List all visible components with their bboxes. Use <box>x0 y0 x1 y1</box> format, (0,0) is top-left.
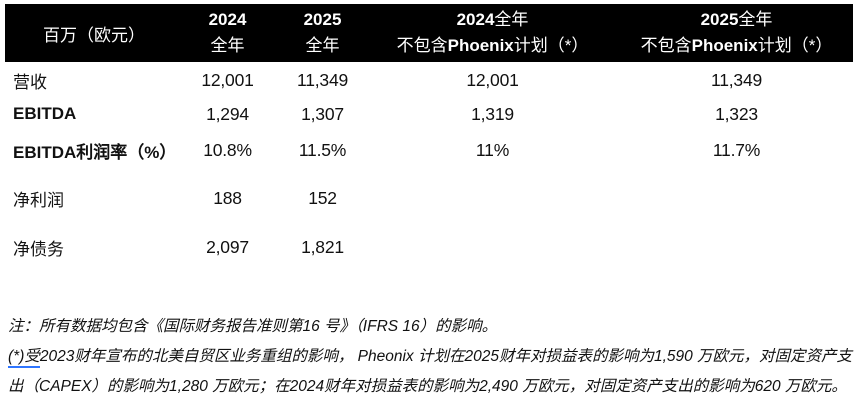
row-label-ebitda-margin: EBITDA利润率（%） <box>13 142 177 162</box>
row-label-net-debt: 净债务 <box>13 239 64 259</box>
header-col-2024-excl-phoenix: 2024全年 不包含Phoenix计划（*） <box>365 7 620 59</box>
revenue-2025: 11,349 <box>296 69 349 90</box>
header-2024-excl-line1: 2024全年 <box>456 10 529 29</box>
row-label-revenue: 营收 <box>13 72 47 92</box>
note-phoenix-body: 2023财年宣布的北美自贸区业务重组的影响， Pheonix 计划在2025财年… <box>8 348 853 395</box>
unit-label-text: 百万（欧元） <box>43 25 145 45</box>
note-phoenix: (*)受2023财年宣布的北美自贸区业务重组的影响， Pheonix 计划在20… <box>8 342 854 402</box>
revenue-2024-excl: 12,001 <box>466 69 519 90</box>
net-debt-2024: 2,097 <box>206 236 249 257</box>
ebitda-margin-2024-excl: 11% <box>475 139 510 160</box>
ebitda-2025: 1,307 <box>301 103 344 124</box>
header-unit-label: 百万（欧元） <box>5 21 175 46</box>
note-ifrs: 注：所有数据均包含《国际财务报告准则第16 号》（IFRS 16）的影响。 <box>8 318 498 335</box>
asterisk-marker-link[interactable]: (*)受 <box>8 348 40 368</box>
table-header-row: 百万（欧元） 2024 全年 2025 全年 2024全年 不包含Phoenix… <box>5 4 853 62</box>
header-col-2025-fy: 2025 全年 <box>280 7 365 59</box>
header-col-2024-fy: 2024 全年 <box>175 7 280 59</box>
revenue-2024: 12,001 <box>201 69 254 90</box>
table-row-net-profit: 净利润 188 152 <box>5 170 853 226</box>
header-2025-excl-line1: 2025全年 <box>700 10 773 29</box>
header-2025-excl-line2: 不包含Phoenix计划（*） <box>640 36 833 55</box>
header-col-2025-excl-phoenix: 2025全年 不包含Phoenix计划（*） <box>620 7 853 59</box>
table-row-net-debt: 净债务 2,097 1,821 <box>5 226 853 268</box>
table-row-ebitda: EBITDA 1,294 1,307 1,319 1,323 <box>5 98 853 130</box>
header-2025-year: 2025 <box>303 10 342 29</box>
header-2024-period: 全年 <box>210 36 245 55</box>
row-label-net-profit: 净利润 <box>13 190 64 210</box>
net-profit-2025: 152 <box>308 187 337 208</box>
ebitda-2025-excl: 1,323 <box>715 103 758 124</box>
ebitda-margin-2025-excl: 11.7% <box>712 139 761 160</box>
net-profit-2024: 188 <box>213 187 242 208</box>
revenue-2025-excl: 11,349 <box>710 69 763 90</box>
header-2024-excl-line2: 不包含Phoenix计划（*） <box>396 36 589 55</box>
financial-table: 百万（欧元） 2024 全年 2025 全年 2024全年 不包含Phoenix… <box>5 4 853 268</box>
net-debt-2025: 1,821 <box>301 236 344 257</box>
footnotes: 注：所有数据均包含《国际财务报告准则第16 号》（IFRS 16）的影响。 (*… <box>8 312 854 402</box>
header-2025-period: 全年 <box>305 36 340 55</box>
row-label-ebitda: EBITDA <box>13 104 77 123</box>
ebitda-2024-excl: 1,319 <box>471 103 514 124</box>
ebitda-margin-2025: 11.5% <box>298 139 347 160</box>
ebitda-margin-2024: 10.8% <box>203 139 252 160</box>
header-2024-year: 2024 <box>208 10 247 29</box>
table-row-revenue: 营收 12,001 11,349 12,001 11,349 <box>5 62 853 98</box>
table-row-ebitda-margin: EBITDA利润率（%） 10.8% 11.5% 11% 11.7% <box>5 130 853 170</box>
ebitda-2024: 1,294 <box>206 103 249 124</box>
